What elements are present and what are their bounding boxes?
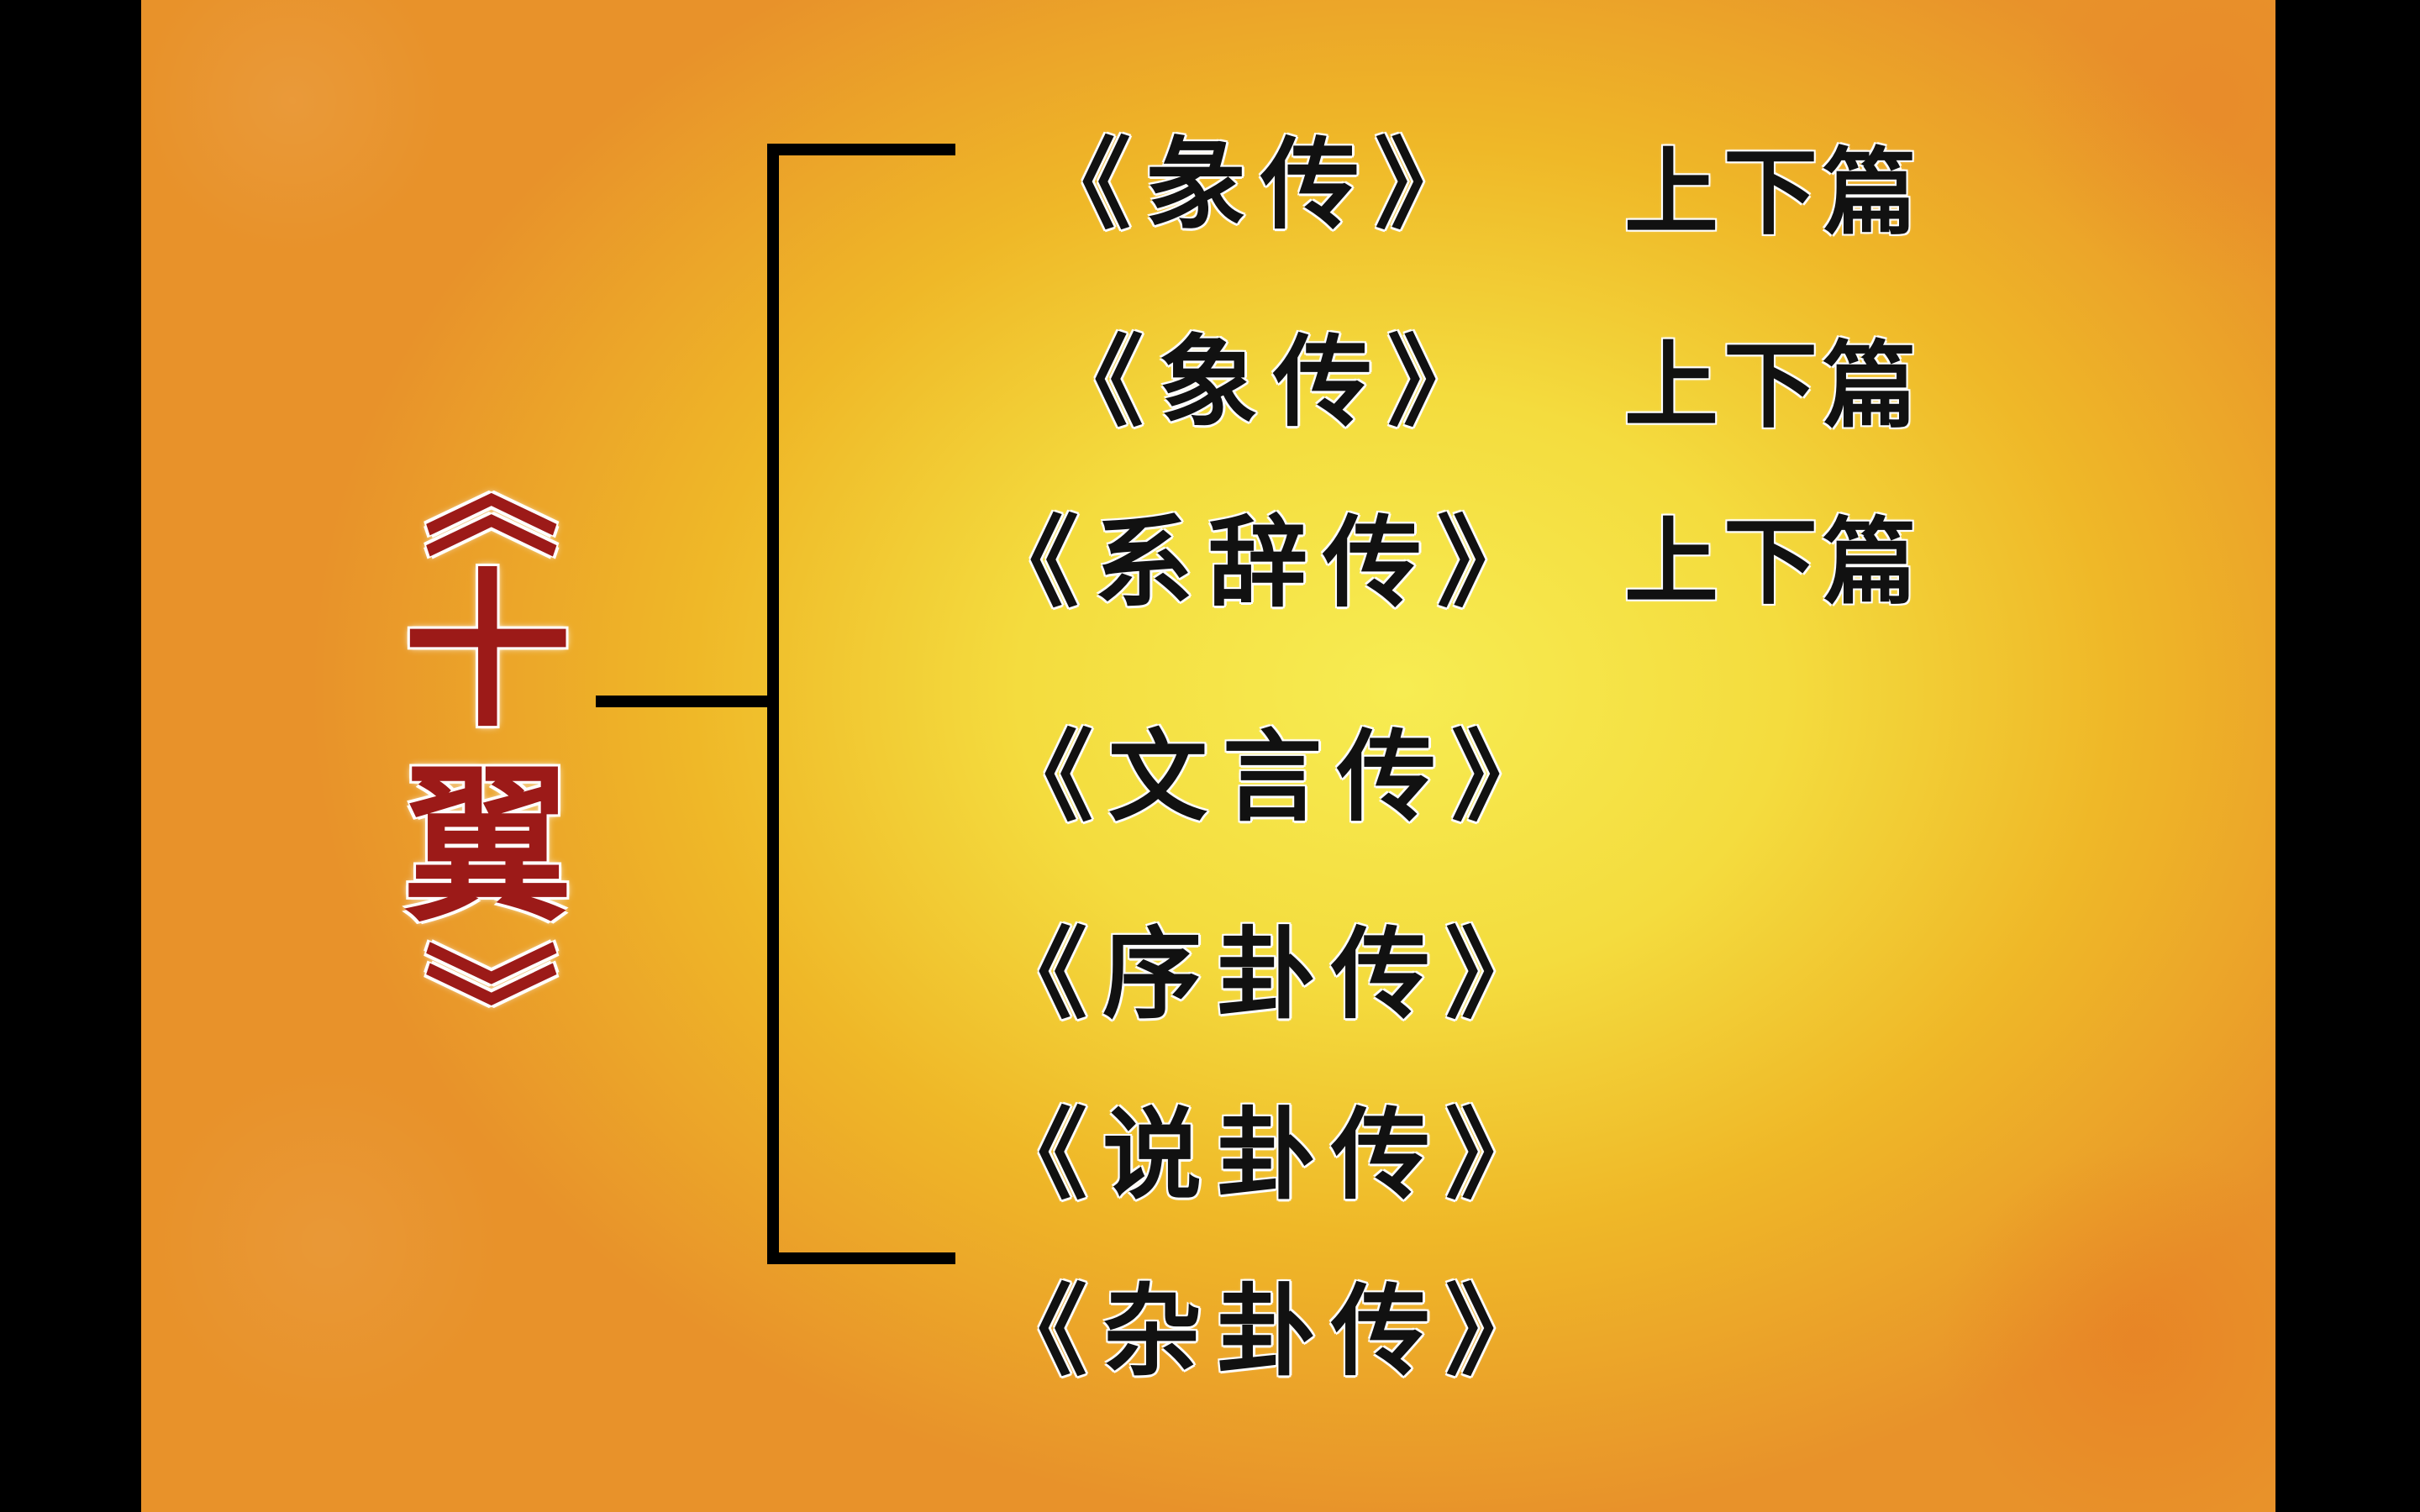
- letterbox-left: [0, 0, 141, 1512]
- branch-item-suffix: 上下篇: [1624, 507, 1922, 617]
- title-char-1: 十: [402, 553, 571, 750]
- branch-item-xici-zhuan: 《系辞传》: [980, 504, 1552, 621]
- branch-item-shuogua-zhuan: 《说卦传》: [988, 1096, 1560, 1213]
- slide: 《 十 翼 》 《彖传》 上下篇 《象传》 上下篇 《系辞传》 上下篇 《文言传…: [141, 0, 2275, 1512]
- title-open-bracket: 《: [408, 423, 566, 559]
- branch-item-tuan-zhuan: 《彖传》: [1032, 126, 1490, 243]
- branch-item-suffix: 上下篇: [1624, 138, 1922, 248]
- title-close-bracket: 》: [408, 939, 566, 1074]
- title-char-2: 翼: [402, 748, 571, 945]
- letterbox-right: [2275, 0, 2420, 1512]
- branch-item-wenyan-zhuan: 《文言传》: [994, 718, 1566, 835]
- branch-item-xiang-zhuan: 《象传》: [1044, 323, 1502, 440]
- branch-item-suffix: 上下篇: [1624, 331, 1922, 441]
- diagram-root-title: 《 十 翼 》: [361, 424, 613, 1074]
- branch-item-xugua-zhuan: 《序卦传》: [988, 916, 1560, 1032]
- branch-item-zagua-zhuan: 《杂卦传》: [988, 1273, 1560, 1389]
